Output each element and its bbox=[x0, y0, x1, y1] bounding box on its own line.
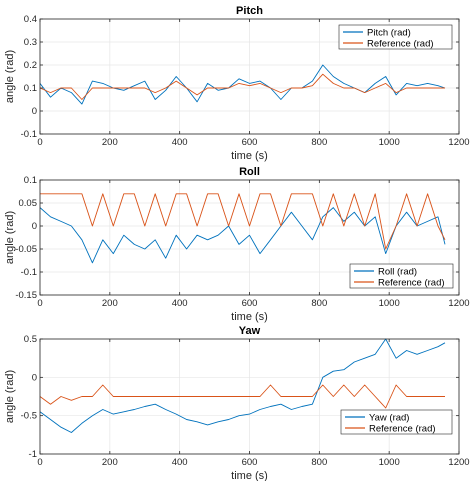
x-tick-label: 400 bbox=[172, 137, 188, 148]
x-tick-label: 200 bbox=[102, 457, 118, 468]
x-tick-label: 1000 bbox=[379, 457, 400, 468]
legend: Yaw (rad)Reference (rad) bbox=[340, 409, 453, 435]
series-line-reference bbox=[39, 384, 445, 409]
legend-box bbox=[338, 24, 453, 50]
y-tick-label: -0.1 bbox=[21, 129, 37, 140]
series-line-reference bbox=[39, 73, 445, 100]
x-axis-label: time (s) bbox=[231, 150, 268, 162]
y-tick-label: 0.05 bbox=[19, 198, 38, 209]
series-line-measured bbox=[39, 338, 446, 433]
x-tick-label: 600 bbox=[242, 298, 258, 309]
legend-label: Reference (rad) bbox=[378, 278, 445, 289]
y-tick-label: -0.15 bbox=[15, 290, 37, 301]
panel-yaw: 0 200 400 600 800 1000 1200 -1 -0.5 0 0.5 Yaw time (… bbox=[4, 325, 470, 482]
y-tick-label: 0.1 bbox=[24, 83, 37, 94]
y-tick-label: 0.1 bbox=[24, 175, 37, 186]
series-line-measured bbox=[39, 207, 446, 264]
x-tick-label: 1200 bbox=[448, 457, 469, 468]
chart-title: Yaw bbox=[239, 325, 261, 337]
legend-label: Yaw (rad) bbox=[369, 413, 409, 424]
y-tick-label: 0.5 bbox=[24, 334, 37, 345]
x-tick-label: 200 bbox=[102, 298, 118, 309]
x-tick-label: 0 bbox=[37, 298, 42, 309]
panel-roll: 0 200 400 600 800 1000 1200 -0.15 -0.1 -0.05 0 0.05… bbox=[4, 166, 470, 323]
x-tick-label: 200 bbox=[102, 137, 118, 148]
legend: Roll (rad)Reference (rad) bbox=[349, 263, 454, 289]
chart-title: Pitch bbox=[236, 5, 263, 17]
y-axis-label: angle (rad) bbox=[4, 211, 16, 264]
y-tick-label: 0 bbox=[32, 106, 37, 117]
legend-label: Pitch (rad) bbox=[367, 28, 411, 39]
x-tick-label: 1000 bbox=[379, 137, 400, 148]
x-axis-label: time (s) bbox=[231, 311, 268, 323]
y-tick-label: -0.5 bbox=[21, 411, 37, 422]
y-tick-label: 0 bbox=[32, 372, 37, 383]
panel-pitch: 0 200 400 600 800 1000 1200-0.100.10.20.30.4Pi… bbox=[4, 5, 470, 162]
x-axis-label: time (s) bbox=[231, 470, 268, 481]
legend-label: Roll (rad) bbox=[378, 267, 417, 278]
y-tick-label: -0.05 bbox=[15, 244, 37, 255]
y-tick-label: 0.4 bbox=[24, 14, 37, 25]
x-tick-label: 400 bbox=[172, 298, 188, 309]
legend: Pitch (rad)Reference (rad) bbox=[338, 24, 453, 50]
x-tick-label: 800 bbox=[311, 137, 327, 148]
x-tick-label: 800 bbox=[311, 457, 327, 468]
series-line-measured bbox=[39, 64, 446, 105]
x-tick-label: 1000 bbox=[379, 298, 400, 309]
y-axis-label: angle (rad) bbox=[4, 50, 16, 103]
legend-box bbox=[349, 263, 454, 289]
x-tick-label: 0 bbox=[37, 137, 42, 148]
legend-label: Reference (rad) bbox=[367, 39, 434, 50]
y-tick-label: 0.3 bbox=[24, 37, 37, 48]
legend-label: Reference (rad) bbox=[369, 424, 436, 435]
x-tick-label: 600 bbox=[242, 137, 258, 148]
y-tick-label: -0.1 bbox=[21, 267, 37, 278]
series-line-reference bbox=[40, 193, 446, 250]
x-tick-label: 800 bbox=[311, 298, 327, 309]
x-tick-label: 600 bbox=[242, 457, 258, 468]
x-tick-label: 400 bbox=[172, 457, 188, 468]
y-axis-label: angle (rad) bbox=[4, 370, 16, 423]
x-tick-label: 1200 bbox=[448, 137, 469, 148]
legend-box bbox=[340, 409, 453, 435]
x-tick-label: 0 bbox=[37, 457, 42, 468]
y-tick-label: 0 bbox=[32, 221, 37, 232]
y-tick-label: -1 bbox=[29, 449, 37, 460]
chart-title: Roll bbox=[239, 166, 260, 178]
x-tick-label: 1200 bbox=[448, 298, 469, 309]
y-tick-label: 0.2 bbox=[24, 60, 37, 71]
